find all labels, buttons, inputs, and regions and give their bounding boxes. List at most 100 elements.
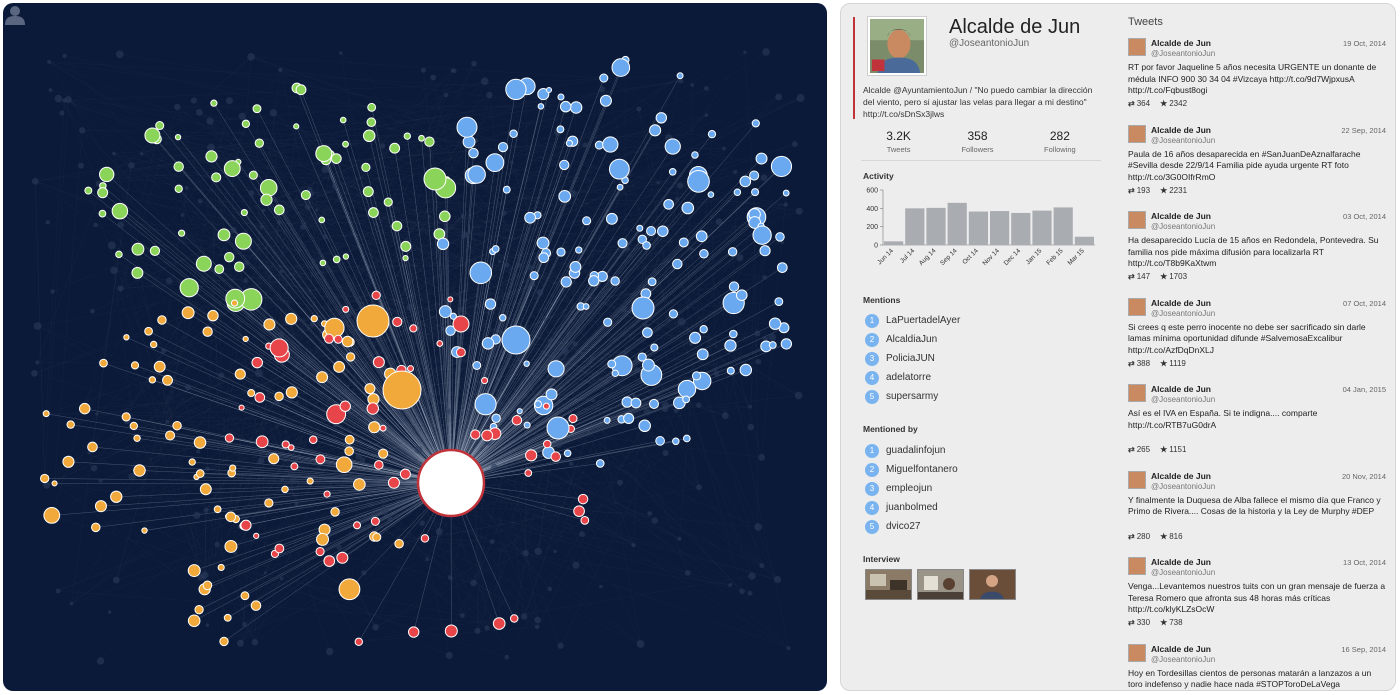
graph-node[interactable]: [691, 151, 699, 159]
graph-node[interactable]: [424, 136, 435, 147]
graph-node[interactable]: [241, 119, 251, 128]
graph-node[interactable]: [575, 246, 583, 254]
graph-node[interactable]: [225, 511, 237, 523]
graph-node[interactable]: [573, 505, 585, 517]
graph-node[interactable]: [335, 456, 353, 473]
graph-node[interactable]: [264, 498, 274, 508]
graph-node[interactable]: [470, 429, 481, 440]
graph-node[interactable]: [676, 72, 684, 80]
tweet-author-name[interactable]: Alcalde de Jun: [1151, 211, 1211, 221]
graph-node[interactable]: [234, 368, 246, 380]
graph-node[interactable]: [366, 117, 377, 128]
retweet-count[interactable]: ⇄ 364: [1128, 99, 1150, 108]
tweet-item[interactable]: Alcalde de Jun @JoseantonioJun 03 Oct, 201…: [1128, 209, 1386, 296]
graph-node[interactable]: [696, 348, 709, 361]
graph-node[interactable]: [361, 162, 371, 173]
mention-item[interactable]: 5 supersarmy: [865, 387, 960, 406]
favorite-count[interactable]: ★ 816: [1160, 532, 1183, 541]
graph-node[interactable]: [607, 359, 617, 369]
tweet-avatar[interactable]: [1128, 557, 1146, 575]
graph-node[interactable]: [735, 289, 748, 301]
network-graph-panel[interactable]: [3, 3, 827, 691]
graph-node[interactable]: [439, 210, 451, 223]
graph-node[interactable]: [98, 209, 107, 218]
graph-node[interactable]: [193, 436, 207, 449]
graph-node[interactable]: [611, 369, 619, 377]
graph-node[interactable]: [333, 334, 343, 344]
graph-node[interactable]: [87, 441, 98, 453]
graph-node[interactable]: [774, 297, 784, 307]
graph-node[interactable]: [42, 410, 50, 418]
graph-node[interactable]: [233, 261, 245, 273]
graph-node[interactable]: [402, 254, 409, 262]
tweet-author-handle[interactable]: @JoseantonioJun: [1151, 135, 1216, 145]
graph-node[interactable]: [149, 245, 161, 256]
graph-node[interactable]: [770, 155, 793, 178]
graph-node[interactable]: [99, 358, 108, 368]
graph-node[interactable]: [682, 395, 690, 404]
graph-node[interactable]: [550, 451, 562, 462]
graph-node[interactable]: [724, 339, 737, 352]
graph-node[interactable]: [293, 123, 300, 130]
graph-node[interactable]: [516, 408, 523, 415]
graph-node[interactable]: [354, 637, 363, 646]
graph-node[interactable]: [94, 500, 107, 513]
graph-node[interactable]: [319, 259, 327, 267]
mention-label[interactable]: AlcaldiaJun: [886, 334, 938, 345]
graph-node[interactable]: [556, 125, 565, 134]
graph-node[interactable]: [394, 538, 404, 549]
graph-node[interactable]: [323, 333, 335, 344]
favorite-count[interactable]: ★ 738: [1160, 618, 1183, 627]
graph-node[interactable]: [382, 370, 422, 410]
graph-node[interactable]: [664, 138, 681, 155]
graph-node[interactable]: [733, 188, 742, 196]
graph-node[interactable]: [542, 402, 550, 410]
graph-node[interactable]: [367, 102, 377, 112]
graph-node[interactable]: [342, 253, 350, 260]
mentioned-by-label[interactable]: guadalinfojun: [886, 445, 946, 456]
graph-node[interactable]: [568, 413, 578, 424]
tweet-item[interactable]: Alcalde de Jun @JoseantonioJun 07 Oct, 201…: [1128, 296, 1386, 383]
graph-node[interactable]: [691, 371, 702, 381]
graph-node[interactable]: [687, 170, 710, 193]
graph-node[interactable]: [202, 580, 213, 591]
graph-node[interactable]: [452, 315, 470, 333]
favorite-count[interactable]: ★ 2342: [1160, 99, 1187, 108]
tweet-avatar[interactable]: [1128, 297, 1146, 316]
graph-node[interactable]: [274, 543, 285, 554]
graph-node[interactable]: [187, 564, 201, 578]
graph-node[interactable]: [144, 326, 153, 336]
graph-node[interactable]: [565, 139, 573, 147]
graph-node[interactable]: [274, 391, 284, 402]
graph-node[interactable]: [699, 325, 708, 334]
graph-node[interactable]: [240, 208, 248, 217]
graph-node[interactable]: [310, 314, 318, 323]
graph-node[interactable]: [603, 416, 611, 424]
tweet-author-name[interactable]: Alcalde de Jun: [1151, 297, 1211, 308]
graph-node[interactable]: [501, 325, 531, 355]
activity-bar[interactable]: [926, 207, 946, 245]
graph-node[interactable]: [148, 376, 157, 384]
graph-node[interactable]: [768, 317, 782, 330]
activity-bar[interactable]: [1011, 212, 1031, 245]
graph-node[interactable]: [255, 435, 269, 449]
mentioned-by-label[interactable]: empleojun: [886, 483, 933, 494]
graph-node[interactable]: [663, 198, 674, 210]
favorite-count[interactable]: ★ 1703: [1160, 272, 1187, 281]
graph-node[interactable]: [251, 356, 263, 369]
graph-node[interactable]: [254, 138, 264, 148]
graph-node[interactable]: [739, 175, 752, 188]
graph-node[interactable]: [341, 335, 354, 348]
graph-node[interactable]: [729, 329, 738, 339]
graph-node[interactable]: [637, 352, 647, 362]
graph-node[interactable]: [420, 534, 430, 543]
graph-node[interactable]: [389, 142, 401, 154]
graph-node[interactable]: [225, 288, 246, 309]
graph-node[interactable]: [43, 507, 61, 524]
graph-node[interactable]: [569, 260, 582, 273]
graph-node[interactable]: [378, 448, 389, 459]
graph-node[interactable]: [202, 326, 213, 337]
graph-node[interactable]: [472, 361, 482, 370]
activity-bar[interactable]: [884, 241, 904, 245]
graph-node[interactable]: [223, 160, 241, 178]
